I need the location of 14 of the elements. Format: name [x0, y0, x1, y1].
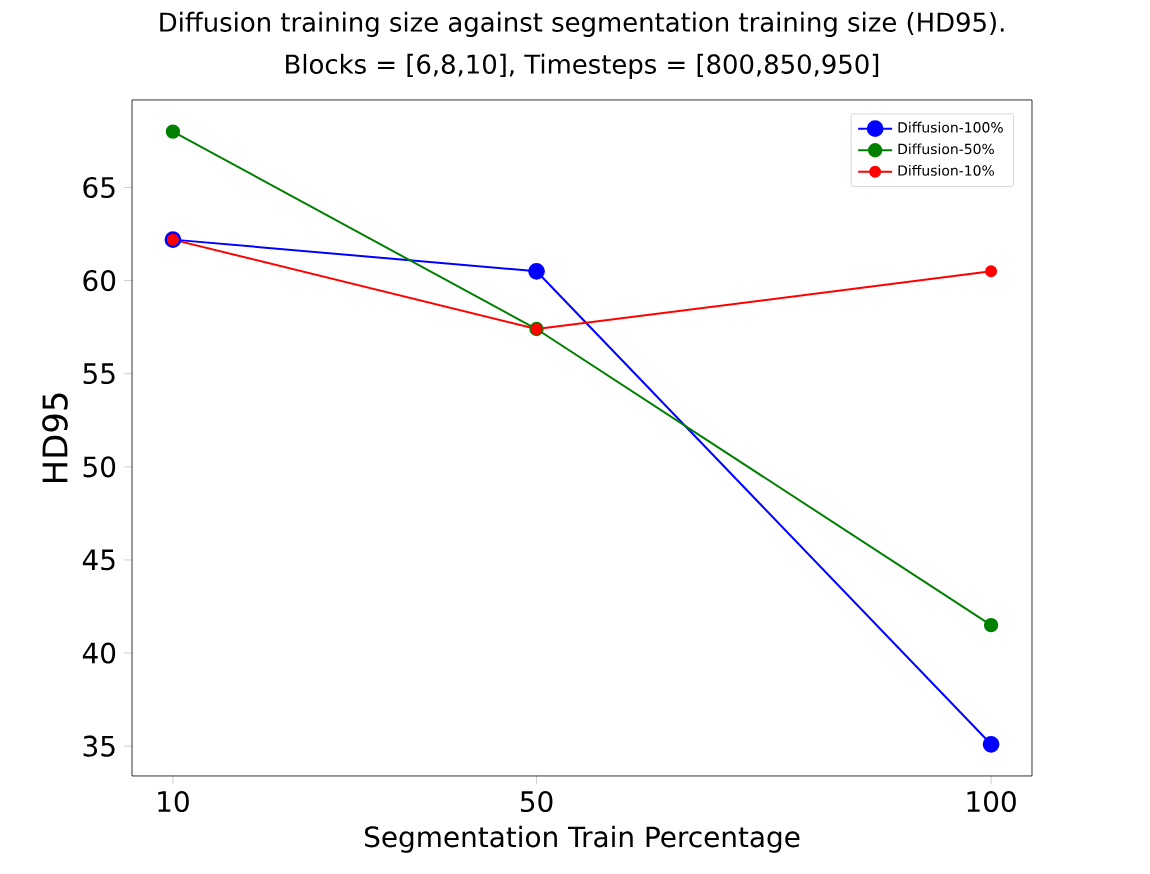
chart-subtitle: Blocks = [6,8,10], Timesteps = [800,850,950]: [286, 53, 879, 79]
x-tick-label: 50: [520, 791, 553, 813]
y-tick-label: 45: [82, 549, 115, 571]
y-tick-label: 35: [83, 735, 115, 757]
y-tick-label: 65: [83, 176, 115, 199]
y-tick-label: 60: [83, 270, 116, 292]
y-axis-title: HD95: [42, 393, 68, 482]
x-tick-label: 100: [967, 791, 1016, 813]
x-axis-title: Segmentation Train Percentage: [365, 825, 800, 853]
y-tick-label: 40: [82, 642, 116, 664]
y-tick-label: 50: [83, 456, 116, 478]
y-tick-label: 55: [83, 363, 115, 385]
x-tick-label: 10: [158, 791, 189, 813]
chart-title: Diffusion training size against segmentation training size (HD95).: [160, 11, 1004, 37]
